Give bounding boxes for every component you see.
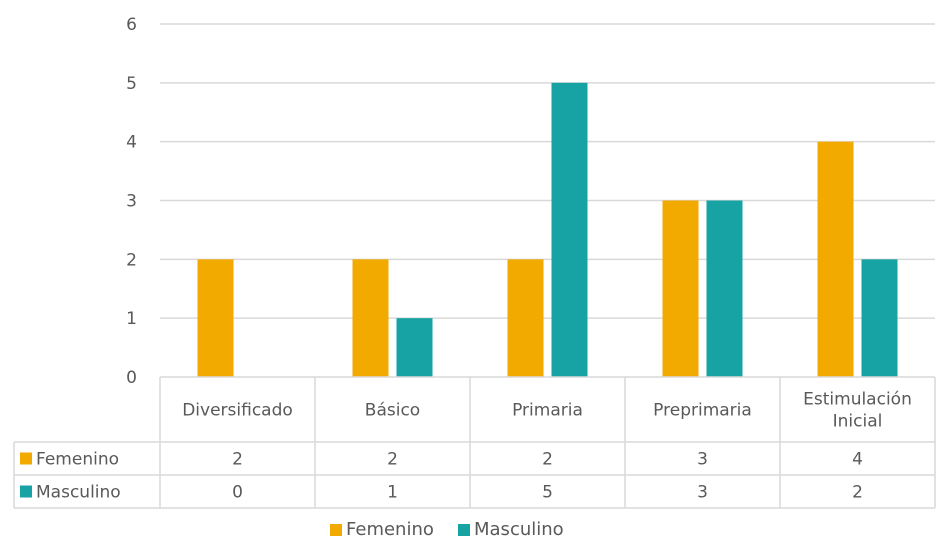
- data-value: 5: [542, 483, 553, 503]
- y-axis-tick-labels: 0 1 2 3 4 5 6: [126, 15, 137, 388]
- y-tick-label: 0: [126, 368, 137, 388]
- y-tick-label: 3: [126, 192, 137, 212]
- data-value: 1: [387, 483, 398, 503]
- legend-label: Femenino: [346, 519, 434, 540]
- row-key-masculino: [20, 485, 32, 498]
- data-value: 3: [697, 450, 708, 470]
- data-value: 2: [542, 450, 553, 470]
- bar-femenino: [817, 141, 854, 377]
- bar-femenino: [507, 259, 544, 377]
- data-value: 4: [852, 450, 863, 470]
- category-label: Estimulación Inicial: [803, 390, 912, 432]
- bar-femenino: [662, 200, 699, 377]
- y-tick-label: 6: [126, 15, 137, 35]
- bar-masculino: [706, 200, 743, 377]
- y-tick-label: 5: [126, 74, 137, 94]
- category-label: Básico: [365, 401, 420, 421]
- category-label: Primaria: [512, 401, 583, 421]
- row-key-femenino: [20, 452, 32, 465]
- data-value: 2: [387, 450, 398, 470]
- bars: [197, 82, 898, 377]
- legend-key-femenino: [330, 524, 342, 536]
- data-table: Diversificado Básico Primaria Preprimaria Es…: [13, 376, 936, 509]
- gridlines: [160, 23, 935, 319]
- bar-masculino: [861, 259, 898, 377]
- legend: Femenino Masculino: [330, 519, 564, 540]
- legend-key-masculino: [458, 524, 470, 536]
- category-label: Preprimaria: [653, 401, 752, 421]
- y-tick-label: 4: [126, 133, 137, 153]
- data-value: 0: [232, 483, 243, 503]
- bar-masculino: [551, 82, 588, 377]
- data-value: 2: [232, 450, 243, 470]
- y-tick-label: 2: [126, 250, 137, 270]
- bar-femenino: [352, 259, 389, 377]
- bar-masculino: [396, 318, 433, 377]
- y-tick-label: 1: [126, 309, 137, 329]
- row-series-name: Femenino: [36, 450, 119, 470]
- legend-label: Masculino: [474, 519, 564, 540]
- category-label: Diversificado: [182, 401, 293, 421]
- data-value: 3: [697, 483, 708, 503]
- data-value: 2: [852, 483, 863, 503]
- row-series-name: Masculino: [36, 483, 121, 503]
- bar-femenino: [197, 259, 234, 377]
